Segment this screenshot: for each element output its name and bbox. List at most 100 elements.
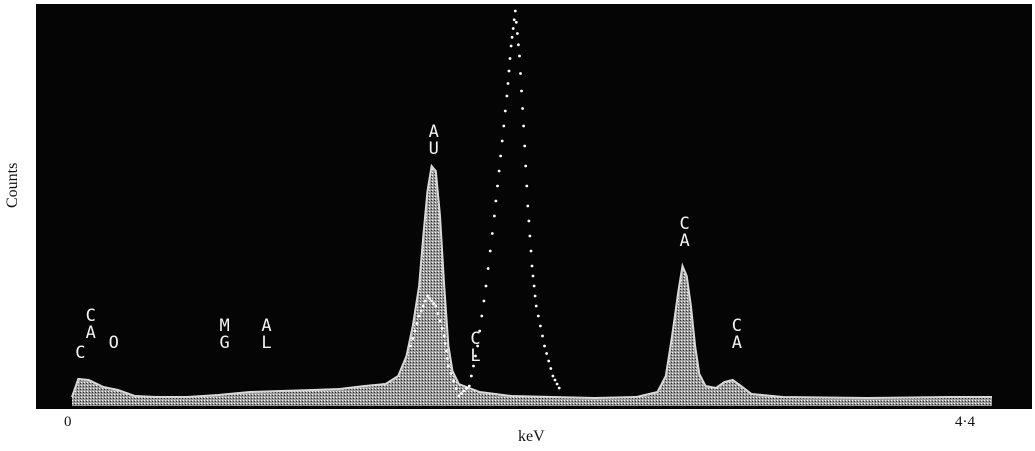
spectrum-line [71, 163, 992, 400]
overlay-dot [551, 374, 555, 378]
peak-label-al: AL [261, 316, 271, 353]
overlay-dot [447, 364, 450, 368]
x-tick-label-start: 0 [64, 414, 72, 430]
overlay-dot [493, 214, 496, 218]
overlay-dot [424, 299, 427, 303]
overlay-dot [509, 44, 513, 48]
overlay-dot [467, 384, 471, 388]
overlay-dot [438, 319, 442, 323]
peak-label-char: O [109, 333, 119, 353]
overlay-dot [434, 304, 438, 308]
overlay-dot [426, 294, 429, 298]
overlay-dot [539, 324, 542, 328]
overlay-dot [411, 337, 415, 340]
overlay-dot [545, 352, 548, 355]
overlay-dot [524, 164, 528, 168]
overlay-dot [521, 107, 524, 110]
overlay-dot [536, 314, 540, 318]
overlay-dot [505, 94, 509, 98]
overlay-dot [533, 294, 537, 298]
overlay-dot [512, 18, 516, 22]
overlay-dot [430, 299, 433, 303]
overlay-dot [519, 72, 522, 75]
overlay-dot [445, 357, 449, 360]
overlay-dot [507, 69, 511, 73]
overlay-dot [472, 364, 475, 368]
overlay-dot [457, 394, 461, 398]
peak-label-char: C [679, 214, 689, 234]
overlay-dot [490, 232, 494, 235]
overlay-dot [484, 284, 488, 288]
spectrum-area [72, 166, 992, 406]
overlay-dot [530, 264, 534, 268]
overlay-dot [502, 124, 506, 128]
overlay-dot [470, 374, 473, 378]
peak-label-char: A [679, 231, 689, 251]
overlay-dot [547, 359, 551, 363]
y-axis-label: Counts [4, 162, 21, 208]
overlay-dot [511, 27, 515, 30]
overlay-dot [474, 354, 477, 358]
peak-label-char: G [219, 333, 229, 353]
peak-label-o: O [109, 333, 119, 353]
overlay-dot [413, 329, 417, 333]
overlay-dot [476, 344, 479, 348]
overlay-dot [421, 304, 425, 308]
overlay-dot [488, 249, 492, 253]
overlay-dot [480, 314, 484, 318]
overlay-dot [460, 392, 463, 395]
overlay-dot [465, 387, 469, 390]
peak-label-char: C [75, 343, 85, 363]
overlay-dot [494, 199, 498, 203]
overlay-dot [454, 387, 458, 390]
overlay-dot [443, 342, 447, 345]
peak-label-char: C [470, 329, 480, 349]
overlay-dot [500, 139, 504, 143]
overlay-dot [534, 304, 538, 308]
overlay-dot [531, 274, 535, 278]
overlay-dot [527, 219, 531, 223]
peak-label-char: M [219, 316, 229, 336]
peak-label-ca: CA [86, 306, 96, 343]
overlay-dot [478, 329, 482, 333]
overlay-dot [557, 386, 561, 390]
overlay-dot [452, 379, 455, 383]
overlay-dot [444, 349, 448, 353]
overlay-dot [543, 344, 546, 348]
peak-label-char: A [429, 122, 439, 142]
overlay-dot [517, 43, 520, 47]
peak-label-au: AU [429, 122, 439, 159]
peak-label-char: L [470, 346, 480, 366]
overlay-dot [442, 334, 446, 338]
peak-label-c: C [75, 343, 85, 363]
overlay-dot [522, 124, 525, 128]
x-tick-label-end: 4·4 [955, 414, 975, 430]
overlay-dot [440, 327, 444, 330]
overlay-dot [553, 378, 557, 382]
overlay-dot [528, 234, 532, 238]
overlay-dot [497, 169, 501, 173]
overlay-dot [510, 35, 514, 39]
overlay-dot [415, 322, 419, 325]
overlay-dot [529, 249, 533, 253]
peak-label-mg: MG [219, 316, 229, 353]
overlay-dot [532, 284, 536, 288]
overlay-dot [462, 389, 466, 393]
overlay-dot [513, 9, 517, 13]
overlay-dot [514, 20, 518, 24]
overlay-dot [520, 89, 523, 93]
overlay-dot [432, 302, 436, 305]
overlay-dot [496, 184, 499, 188]
peak-label-char: L [261, 333, 271, 353]
peak-label-char: A [86, 323, 96, 343]
peak-label-ca: CA [679, 214, 689, 251]
x-axis-label: keV [518, 428, 545, 445]
overlay-dot [499, 154, 502, 158]
overlay-dot [419, 309, 423, 313]
overlay-dot [549, 367, 553, 370]
peak-label-ca: CA [732, 316, 742, 353]
overlay-dot [541, 334, 544, 338]
overlay-dot [506, 82, 510, 85]
